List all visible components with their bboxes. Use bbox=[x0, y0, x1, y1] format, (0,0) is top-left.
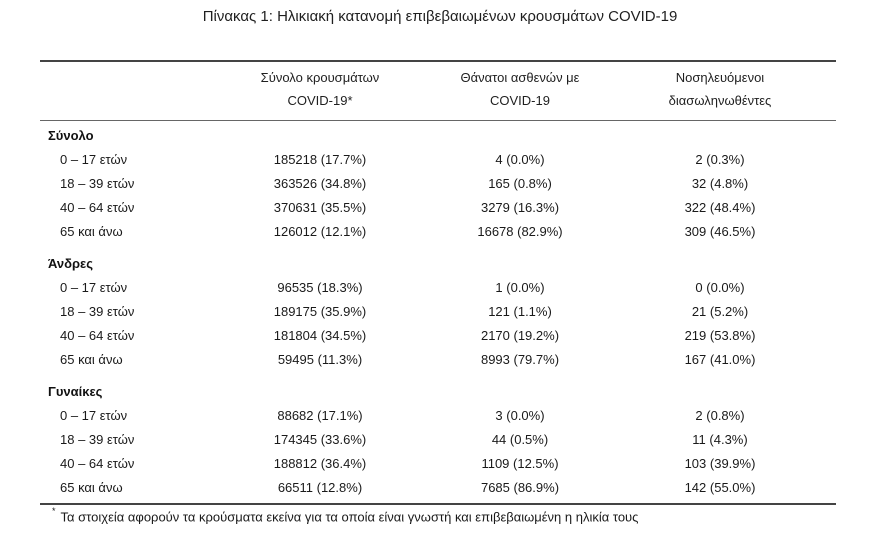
column-header-line: COVID-19 bbox=[490, 93, 550, 108]
cases-cell: 185218 (17.7%) bbox=[273, 152, 367, 167]
intubated-cell: 142 (55.0%) bbox=[684, 480, 756, 495]
table-row: 0 – 17 ετών 96535 (18.3%) 1 (0.0%) 0 (0.0%) bbox=[40, 276, 836, 300]
table-row: 0 – 17 ετών 185218 (17.7%) 4 (0.0%) 2 (0.3%… bbox=[40, 148, 836, 172]
intubated-cell: 219 (53.8%) bbox=[684, 328, 756, 343]
table-row: 65 και άνω 126012 (12.1%) 16678 (82.9%) 309… bbox=[40, 220, 836, 244]
cases-cell: 96535 (18.3%) bbox=[277, 280, 363, 295]
age-label: 65 και άνω bbox=[60, 480, 123, 495]
table-row: 0 – 17 ετών 88682 (17.1%) 3 (0.0%) 2 (0.8%) bbox=[40, 404, 836, 428]
intubated-cell: 32 (4.8%) bbox=[691, 176, 749, 191]
intubated-cell: 322 (48.4%) bbox=[684, 200, 756, 215]
cases-cell: 189175 (35.9%) bbox=[273, 304, 367, 319]
deaths-cell: 1109 (12.5%) bbox=[481, 456, 559, 471]
column-header-line: Θάνατοι ασθενών με bbox=[460, 70, 580, 85]
deaths-cell: 165 (0.8%) bbox=[488, 176, 552, 191]
cases-cell: 363526 (34.8%) bbox=[273, 176, 367, 191]
deaths-cell: 8993 (79.7%) bbox=[480, 352, 560, 367]
deaths-cell: 44 (0.5%) bbox=[491, 432, 549, 447]
table-row: 40 – 64 ετών 370631 (35.5%) 3279 (16.3%) 32… bbox=[40, 196, 836, 220]
group-label: Γυναίκες bbox=[48, 384, 103, 399]
table-body: Σύνολο 0 – 17 ετών 185218 (17.7%) 4 (0.0%) 2… bbox=[40, 124, 836, 500]
cases-cell: 174345 (33.6%) bbox=[273, 432, 367, 447]
cases-cell: 66511 (12.8%) bbox=[277, 480, 363, 495]
age-label: 18 – 39 ετών bbox=[60, 304, 135, 319]
group-gap bbox=[40, 244, 836, 252]
deaths-cell: 7685 (86.9%) bbox=[480, 480, 560, 495]
table-row: 18 – 39 ετών 363526 (34.8%) 165 (0.8%) 32 (… bbox=[40, 172, 836, 196]
deaths-cell: 3279 (16.3%) bbox=[480, 200, 560, 215]
deaths-cell: 1 (0.0%) bbox=[495, 280, 545, 295]
header-rule bbox=[40, 120, 836, 121]
cases-cell: 188812 (36.4%) bbox=[273, 456, 367, 471]
footnote-marker: * bbox=[52, 506, 56, 516]
intubated-cell: 103 (39.9%) bbox=[684, 456, 756, 471]
table-row: 65 και άνω 59495 (11.3%) 8993 (79.7%) 167 (… bbox=[40, 348, 836, 372]
group-label: Άνδρες bbox=[48, 256, 93, 271]
age-label: 65 και άνω bbox=[60, 352, 123, 367]
group-gap bbox=[40, 372, 836, 380]
footnote-text: Τα στοιχεία αφορούν τα κρούσματα εκείνα … bbox=[60, 509, 639, 525]
deaths-cell: 121 (1.1%) bbox=[488, 304, 552, 319]
intubated-cell: 21 (5.2%) bbox=[691, 304, 749, 319]
intubated-cell: 2 (0.3%) bbox=[695, 152, 745, 167]
table-row: 18 – 39 ετών 174345 (33.6%) 44 (0.5%) 11 (4… bbox=[40, 428, 836, 452]
age-label: 40 – 64 ετών bbox=[60, 328, 135, 343]
table-row: 40 – 64 ετών 181804 (34.5%) 2170 (19.2%) 21… bbox=[40, 324, 836, 348]
cases-cell: 88682 (17.1%) bbox=[277, 408, 363, 423]
age-label: 0 – 17 ετών bbox=[60, 152, 128, 167]
column-header-deaths: Θάνατοι ασθενών με COVID-19 bbox=[420, 66, 620, 112]
age-label: 0 – 17 ετών bbox=[60, 280, 128, 295]
table-row: 40 – 64 ετών 188812 (36.4%) 1109 (12.5%) 10… bbox=[40, 452, 836, 476]
deaths-cell: 2170 (19.2%) bbox=[480, 328, 560, 343]
column-header-line: Σύνολο κρουσμάτων bbox=[260, 70, 380, 85]
age-label: 18 – 39 ετών bbox=[60, 432, 135, 447]
footnote: * Τα στοιχεία αφορούν τα κρούσματα εκείνα… bbox=[52, 506, 639, 525]
age-label: 0 – 17 ετών bbox=[60, 408, 128, 423]
group-label: Σύνολο bbox=[48, 128, 94, 143]
column-header-cases: Σύνολο κρουσμάτων COVID-19* bbox=[220, 66, 420, 112]
deaths-cell: 16678 (82.9%) bbox=[477, 224, 563, 239]
intubated-cell: 309 (46.5%) bbox=[684, 224, 756, 239]
intubated-cell: 2 (0.8%) bbox=[695, 408, 745, 423]
table-row: 65 και άνω 66511 (12.8%) 7685 (86.9%) 142 (… bbox=[40, 476, 836, 500]
cases-cell: 126012 (12.1%) bbox=[273, 224, 367, 239]
column-header-line: διασωληνωθέντες bbox=[668, 93, 772, 108]
intubated-cell: 11 (4.3%) bbox=[692, 432, 748, 447]
table-row: 18 – 39 ετών 189175 (35.9%) 121 (1.1%) 21 (… bbox=[40, 300, 836, 324]
age-label: 40 – 64 ετών bbox=[60, 456, 135, 471]
deaths-cell: 4 (0.0%) bbox=[495, 152, 545, 167]
age-label: 65 και άνω bbox=[60, 224, 123, 239]
top-rule bbox=[40, 60, 836, 62]
cases-cell: 181804 (34.5%) bbox=[273, 328, 367, 343]
intubated-cell: 0 (0.0%) bbox=[695, 280, 745, 295]
deaths-cell: 3 (0.0%) bbox=[495, 408, 545, 423]
column-header-line: Νοσηλευόμενοι bbox=[675, 70, 765, 85]
cases-cell: 59495 (11.3%) bbox=[277, 352, 363, 367]
intubated-cell: 167 (41.0%) bbox=[684, 352, 756, 367]
column-header-intubated: Νοσηλευόμενοι διασωληνωθέντες bbox=[620, 66, 820, 112]
column-header-line: COVID-19* bbox=[287, 93, 353, 108]
table-title: Πίνακας 1: Ηλικιακή κατανομή επιβεβαιωμέ… bbox=[202, 8, 678, 25]
cases-cell: 370631 (35.5%) bbox=[273, 200, 367, 215]
age-label: 18 – 39 ετών bbox=[60, 176, 135, 191]
age-label: 40 – 64 ετών bbox=[60, 200, 135, 215]
bottom-rule bbox=[40, 503, 836, 505]
